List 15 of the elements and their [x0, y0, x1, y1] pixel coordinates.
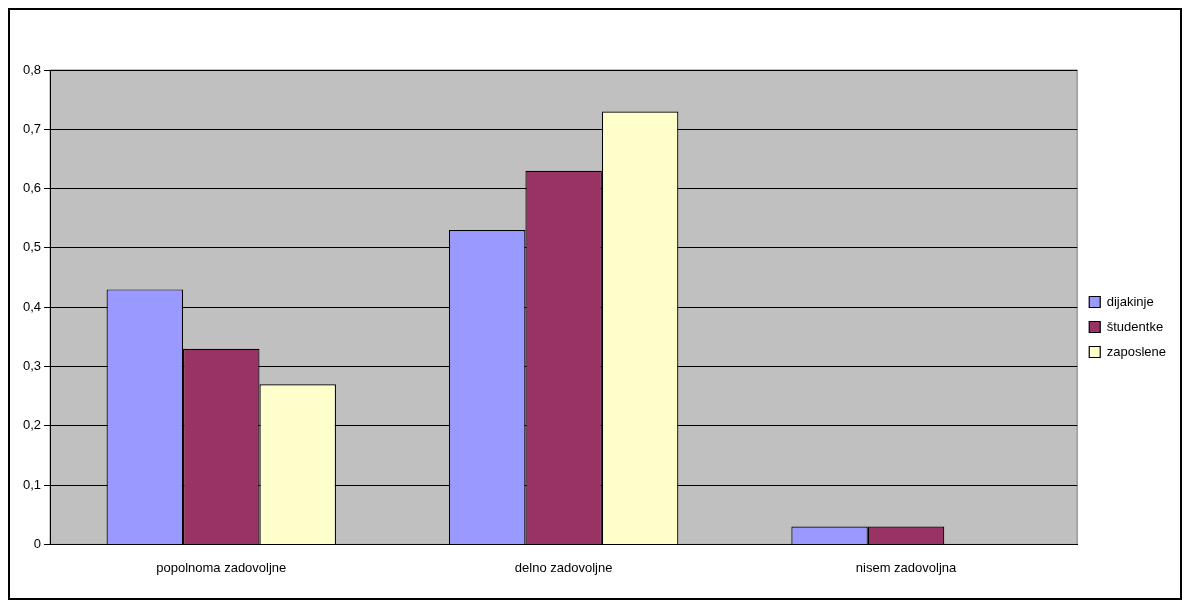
legend-label: zaposlene [1106, 343, 1167, 359]
y-tick-label: 0,4 [22, 298, 42, 314]
y-tick-label: 0,3 [22, 358, 42, 374]
x-tick-label: delno zadovoljne [514, 559, 613, 575]
y-tick-label: 0,6 [22, 180, 42, 196]
y-tick-label: 0,5 [22, 239, 42, 255]
x-tick-label: nisem zadovoljna [855, 559, 958, 575]
x-tick-label: popolnoma zadovoljne [156, 559, 287, 575]
y-tick-label: 0,7 [22, 120, 42, 136]
y-tick-label: 0,8 [22, 61, 42, 77]
legend-label: dijakinje [1106, 293, 1154, 309]
y-tick-label: 0,2 [22, 417, 42, 433]
legend-label: študentke [1106, 318, 1164, 334]
y-tick-label: 0 [33, 535, 42, 551]
y-tick-label: 0,1 [22, 476, 42, 492]
